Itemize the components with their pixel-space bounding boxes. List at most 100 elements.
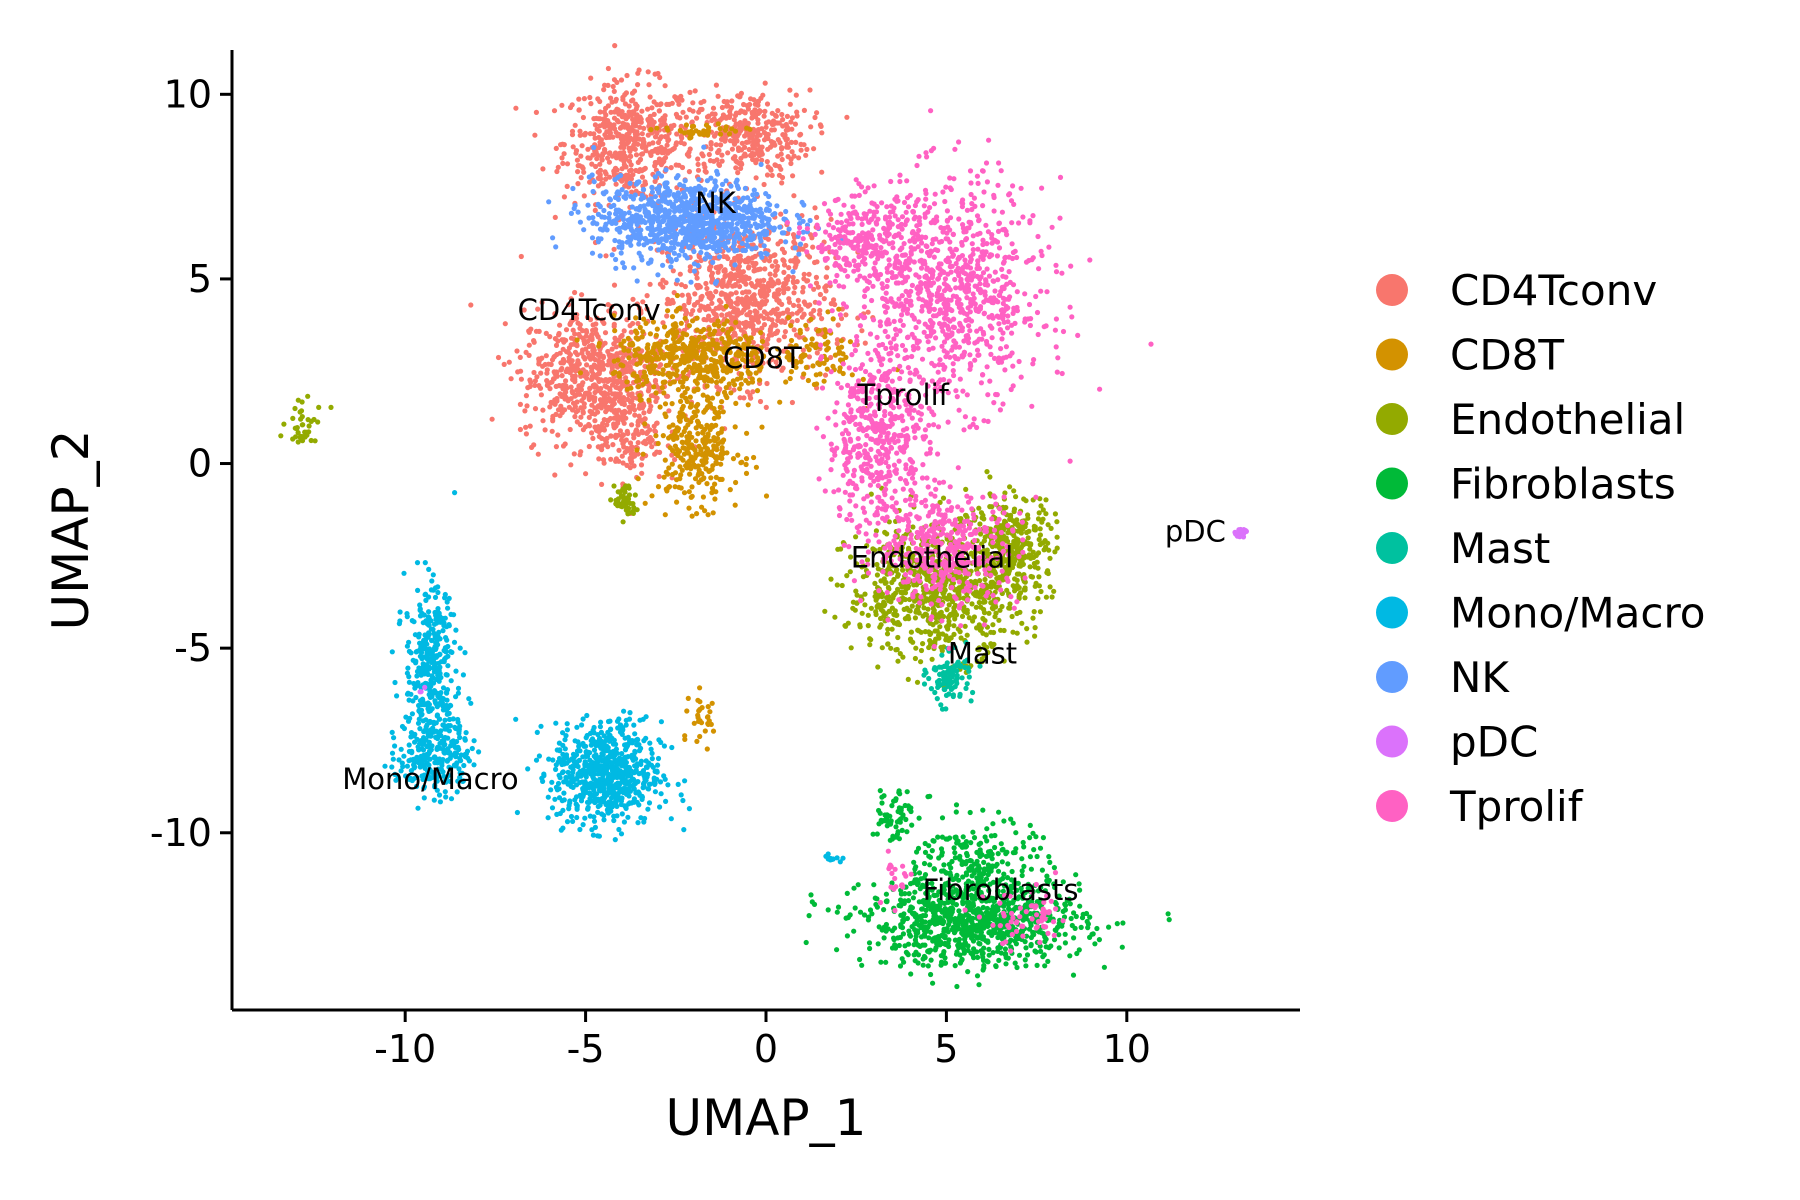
point <box>773 259 779 265</box>
point <box>551 108 558 114</box>
point <box>750 156 756 163</box>
point <box>624 317 630 323</box>
point <box>528 379 534 385</box>
point <box>707 347 714 353</box>
point <box>766 258 773 264</box>
point <box>551 354 557 360</box>
point <box>677 115 683 121</box>
point <box>609 99 615 105</box>
point <box>678 128 684 134</box>
point <box>803 152 809 158</box>
point <box>752 346 758 352</box>
point <box>702 407 709 413</box>
point <box>661 158 667 164</box>
point <box>896 621 903 628</box>
point <box>987 504 993 510</box>
point <box>976 599 982 606</box>
point <box>576 361 582 367</box>
point <box>789 115 796 121</box>
point <box>708 263 714 269</box>
point <box>720 327 726 333</box>
point <box>686 299 692 306</box>
point <box>730 378 736 384</box>
point <box>631 407 638 413</box>
point <box>982 534 988 540</box>
point <box>607 354 613 361</box>
point <box>635 336 641 342</box>
point <box>657 404 663 410</box>
point <box>971 614 978 620</box>
point <box>1047 555 1053 561</box>
point <box>790 274 796 280</box>
point <box>625 430 631 437</box>
point <box>724 103 730 109</box>
point <box>709 700 715 706</box>
point <box>764 284 770 290</box>
point <box>605 444 611 450</box>
point <box>723 385 729 391</box>
point <box>808 311 814 317</box>
point <box>620 412 627 418</box>
point <box>729 98 735 104</box>
point <box>828 216 834 222</box>
point <box>586 443 592 450</box>
point <box>582 341 588 347</box>
point <box>523 424 529 430</box>
point <box>726 381 732 387</box>
point <box>1016 571 1022 577</box>
point <box>719 399 725 405</box>
point <box>642 416 648 422</box>
point <box>682 389 688 396</box>
point <box>616 373 622 379</box>
point <box>672 470 679 476</box>
point <box>601 392 607 399</box>
point <box>988 582 994 588</box>
point <box>1043 594 1049 600</box>
point <box>880 608 886 615</box>
point <box>563 383 569 389</box>
point <box>840 370 846 377</box>
point <box>764 172 771 178</box>
point <box>574 352 581 358</box>
point <box>969 601 975 607</box>
point <box>726 131 733 137</box>
point <box>495 354 502 361</box>
point <box>593 364 599 370</box>
point <box>671 145 677 151</box>
point <box>669 452 675 458</box>
point <box>713 422 719 428</box>
point <box>1051 588 1057 594</box>
point <box>1011 506 1018 512</box>
point <box>697 685 703 691</box>
point <box>704 481 710 487</box>
point <box>577 325 583 331</box>
point <box>767 271 773 277</box>
point <box>865 309 871 315</box>
point <box>634 428 640 434</box>
point <box>694 365 700 371</box>
point <box>778 151 784 157</box>
point <box>650 140 656 146</box>
point <box>586 414 592 420</box>
point <box>645 106 651 112</box>
point <box>689 513 695 519</box>
point <box>759 424 765 430</box>
point <box>759 335 766 341</box>
point <box>595 444 601 450</box>
point <box>673 354 680 360</box>
point <box>788 119 794 125</box>
point <box>801 352 807 358</box>
point <box>607 174 613 180</box>
point <box>658 122 664 128</box>
point <box>750 131 756 137</box>
point <box>902 596 908 603</box>
point <box>502 321 508 327</box>
point <box>769 172 775 178</box>
point <box>594 351 601 357</box>
point <box>764 101 771 107</box>
point <box>581 169 587 175</box>
point <box>616 414 622 420</box>
point <box>623 164 629 170</box>
point <box>761 322 768 328</box>
point <box>700 438 706 444</box>
